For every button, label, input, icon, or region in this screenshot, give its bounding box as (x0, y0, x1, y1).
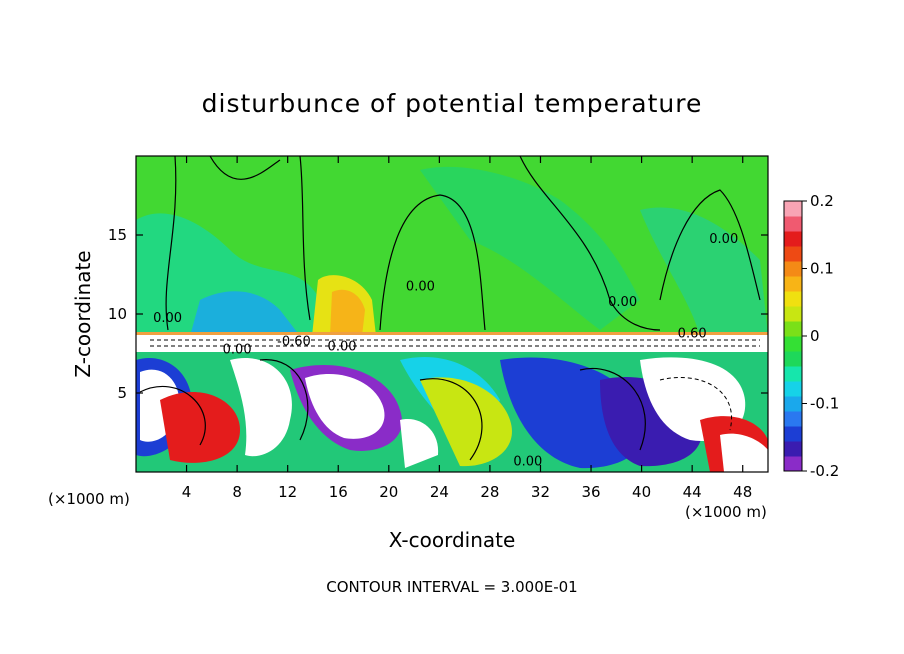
contour-line (139, 385, 206, 446)
lower-yellow-band (420, 377, 512, 467)
colorbar-segment (784, 411, 802, 427)
colorbar-segment (784, 396, 802, 412)
interface-warm-line (136, 332, 768, 335)
x-unit-label-left: (×1000 m) (48, 490, 130, 508)
colorbar-segment (784, 216, 802, 232)
contour-line (579, 367, 646, 451)
x-axis-label: X-coordinate (389, 528, 516, 552)
contour-line (659, 189, 761, 301)
x-tick-label: 12 (278, 483, 297, 501)
y-axis: 5 10 15 (108, 226, 768, 402)
x-tick-label: 8 (232, 483, 242, 501)
y-tick-label: 15 (108, 226, 127, 244)
y-tick-label: 10 (108, 305, 127, 323)
lower-white-core-5 (720, 433, 768, 472)
lower-red-swirl-1 (160, 391, 240, 463)
interface-band (136, 332, 768, 354)
colorbar-segment (784, 276, 802, 292)
colorbar-segment (784, 261, 802, 277)
contour-label: 0.00 (223, 343, 252, 358)
colorbar-tick-label: -0.2 (810, 462, 839, 480)
contour-label: 0.00 (328, 339, 357, 354)
contour-line (659, 376, 732, 431)
colorbar-tick-label: 0.1 (810, 260, 834, 278)
colorbar-segment (784, 351, 802, 367)
colorbar-tick-label: -0.1 (810, 395, 839, 413)
contour-line (259, 359, 309, 441)
contour-lines (139, 156, 761, 461)
colorbar-segment (784, 336, 802, 352)
plot-field: 0.00 0.00 0.00 0.00 0.00 0.00 0.60 -0.60 0.00 (136, 156, 768, 472)
contour-line (519, 156, 661, 331)
x-tick-label: 24 (430, 483, 449, 501)
x-tick-label: 40 (632, 483, 651, 501)
colorbar-segment (784, 246, 802, 262)
y-tick-label: 5 (117, 384, 127, 402)
contour-line (419, 378, 483, 461)
contour-label: 0.60 (678, 327, 707, 342)
colorbar-segment (784, 321, 802, 337)
x-tick-label: 20 (379, 483, 398, 501)
contour-line (209, 156, 281, 180)
colorbar-segment (784, 291, 802, 307)
contour-label: -0.60 (277, 335, 311, 350)
x-tick-label: 16 (329, 483, 348, 501)
colorbar-segment (784, 231, 802, 247)
field-upper-mid-cool (420, 166, 640, 330)
x-tick-label: 48 (733, 483, 752, 501)
colorbar-tick-label: 0.2 (810, 192, 834, 210)
x-tick-label: 44 (683, 483, 702, 501)
chart-title: disturbunce of potential temperature (202, 89, 703, 118)
colorbar-segment (784, 201, 802, 217)
x-tick-label: 4 (182, 483, 192, 501)
contour-interval-note: CONTOUR INTERVAL = 3.000E-01 (326, 578, 577, 596)
contour-labels: 0.00 0.00 0.00 0.00 0.00 0.00 0.60 -0.60 0.00 (153, 232, 738, 470)
contour-label: 0.00 (608, 295, 637, 310)
x-tick-label: 32 (531, 483, 550, 501)
contour-line (379, 194, 486, 331)
lower-white-core-3 (400, 419, 439, 468)
colorbar-segment (784, 441, 802, 457)
colorbar-segment (784, 366, 802, 382)
x-unit-label-right: (×1000 m) (685, 503, 767, 521)
contour-line (299, 156, 311, 321)
field-upper-cool-core (190, 291, 300, 336)
contour-label: 0.00 (153, 311, 182, 326)
lower-white-core-1 (230, 358, 292, 457)
colorbar-segment (784, 306, 802, 322)
y-axis-label: Z-coordinate (71, 250, 95, 377)
colorbar-segment (784, 426, 802, 442)
colorbar-segment (784, 381, 802, 397)
x-tick-label: 28 (480, 483, 499, 501)
negative-contours (150, 339, 760, 431)
field-upper-right-cool (640, 207, 768, 336)
colorbar-segment (784, 456, 802, 472)
contour-label: 0.00 (406, 279, 435, 294)
colorbar: 0.2 0.1 0 -0.1 -0.2 (783, 192, 839, 480)
colorbar-tick-label: 0 (810, 327, 820, 345)
contour-label: 0.00 (513, 455, 542, 470)
contour-label: 0.00 (709, 232, 738, 247)
contour-line (165, 156, 177, 331)
x-axis: 4 8 12 16 20 24 28 32 36 40 44 48 (182, 156, 752, 501)
field-upper-warm-core (330, 289, 365, 336)
lower-white-core-2 (305, 373, 385, 439)
x-tick-label: 36 (581, 483, 600, 501)
